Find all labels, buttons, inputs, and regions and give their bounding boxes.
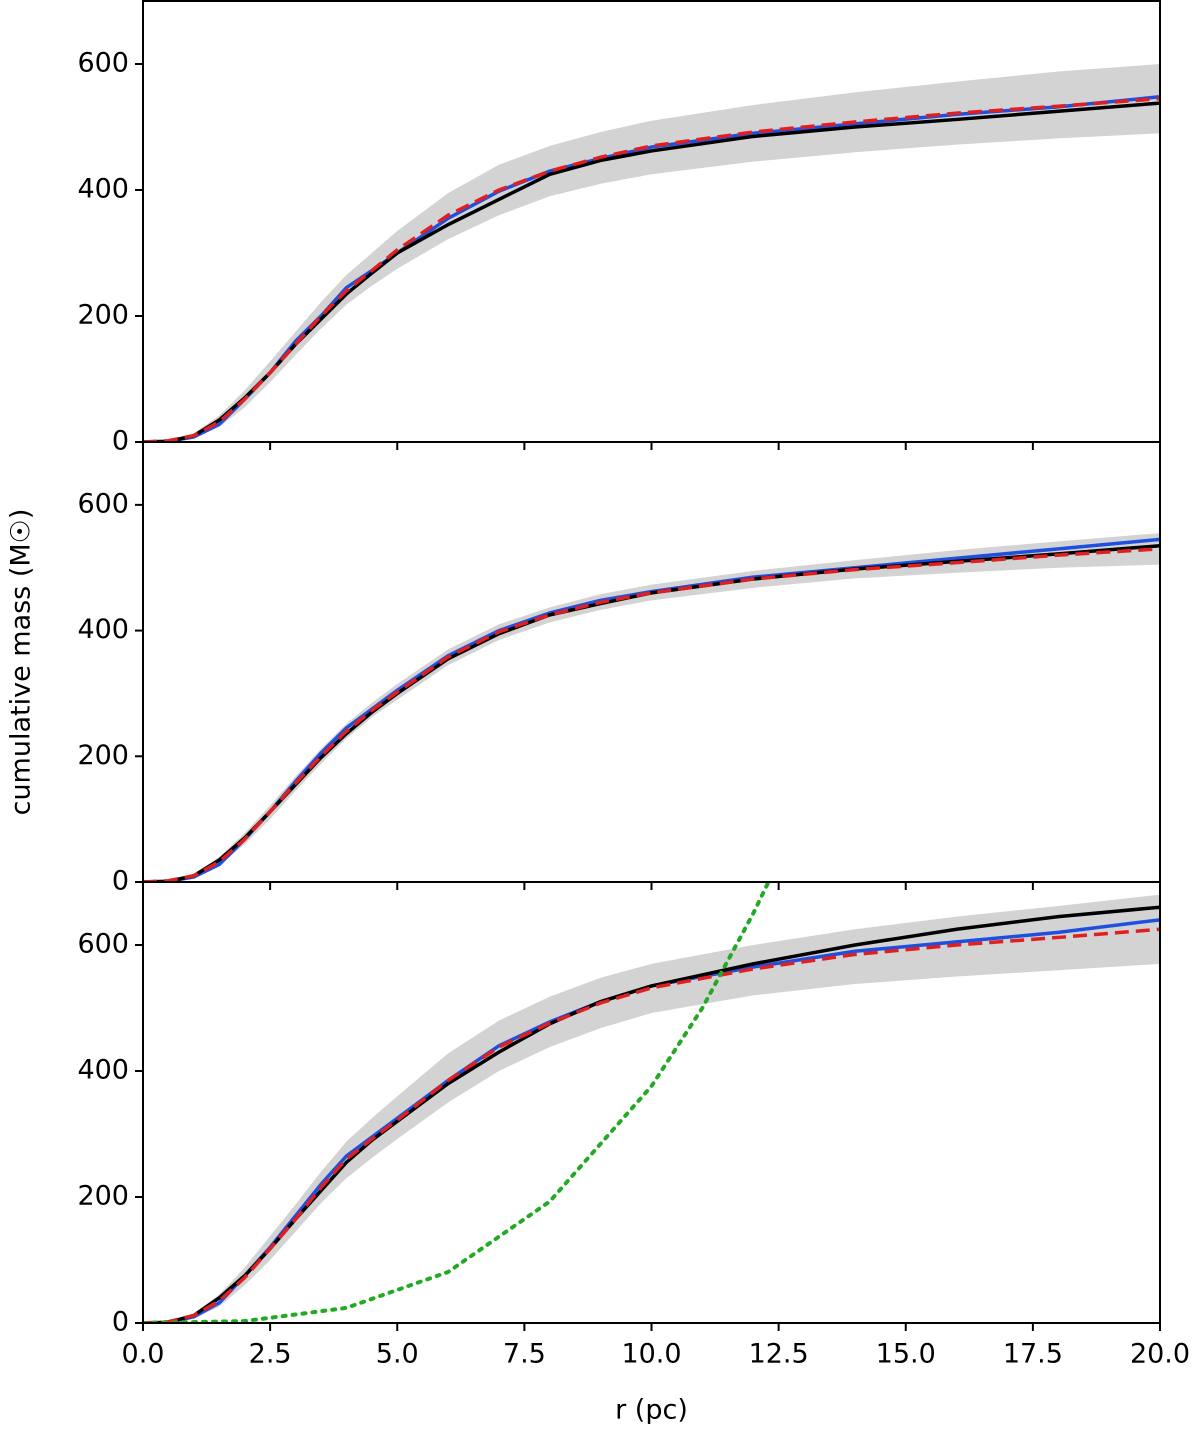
- y-tick-label: 200: [77, 1181, 129, 1212]
- y-tick-label: 600: [77, 48, 129, 79]
- x-tick-label: 5.0: [376, 1339, 419, 1370]
- x-tick-label: 12.5: [749, 1339, 809, 1370]
- x-tick-label: 7.5: [503, 1339, 546, 1370]
- band: [143, 533, 1160, 882]
- y-tick-label: 0: [112, 1307, 129, 1338]
- y-tick-label: 600: [77, 488, 129, 519]
- series-line: [143, 927, 1160, 1323]
- series-line: [143, 547, 1160, 882]
- y-tick-label: 0: [112, 866, 129, 897]
- plot-frame: [142, 0, 1161, 443]
- y-tick-label: 400: [77, 1055, 129, 1086]
- plot-frame: [142, 441, 1161, 883]
- series-line: [143, 905, 1160, 1323]
- series-line: [143, 882, 771, 1323]
- x-tick-label: 2.5: [249, 1339, 292, 1370]
- y-tick-label: 200: [77, 740, 129, 771]
- y-axis-label: cumulative mass (M☉): [6, 509, 37, 816]
- band: [143, 64, 1160, 442]
- band: [143, 894, 1160, 1323]
- x-tick-label: 17.5: [1003, 1339, 1063, 1370]
- x-tick-label: 10.0: [621, 1339, 681, 1370]
- y-tick-label: 200: [77, 300, 129, 331]
- y-tick-label: 600: [77, 929, 129, 960]
- series-line: [143, 96, 1160, 442]
- x-tick-label: 0.0: [122, 1339, 165, 1370]
- x-axis-label: r (pc): [615, 1395, 688, 1426]
- series-line: [143, 537, 1160, 882]
- y-tick-label: 400: [77, 614, 129, 645]
- y-tick-label: 400: [77, 174, 129, 205]
- y-tick-label: 0: [112, 426, 129, 457]
- series-line: [143, 95, 1160, 442]
- x-tick-label: 20.0: [1130, 1339, 1190, 1370]
- x-tick-label: 15.0: [876, 1339, 936, 1370]
